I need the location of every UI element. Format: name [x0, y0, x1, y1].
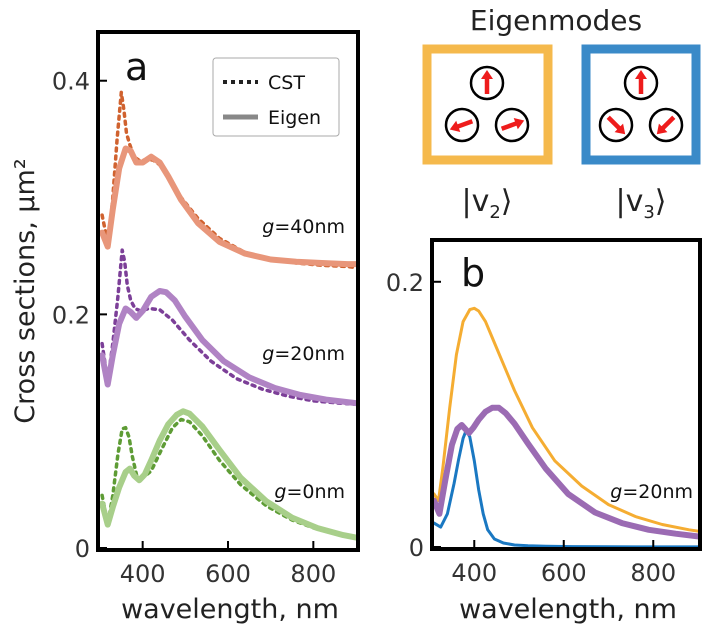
series-cst-20nm [100, 248, 356, 407]
annotation-g0-italic: g [274, 481, 286, 503]
x-tick-label: 600 [541, 559, 587, 587]
panel-a-y-ticks: 0 0.2 0.4 [52, 68, 107, 563]
panel-a-frame [96, 30, 360, 552]
mode-v3-ket: |v3⟩ [615, 184, 666, 223]
mode-v3-box: |v3⟩ [581, 44, 701, 223]
annotation-g20-italic: g [262, 343, 274, 365]
mode-v2-ket: |v2⟩ [461, 184, 512, 223]
panel-b-frame [430, 238, 702, 551]
annotation-g40-italic: g [262, 216, 274, 238]
x-tick-label: 400 [451, 559, 497, 587]
mode-v2-frame [422, 44, 553, 165]
annotation-g40-rest: =40nm [274, 216, 345, 238]
y-tick-label: 0.2 [52, 301, 90, 329]
annotation-g0: g=0nm [274, 481, 345, 503]
panel-a-x-ticks: 400 600 800 [120, 541, 336, 588]
dipole-arrow-head [513, 117, 525, 130]
panel-a-legend: CST Eigen [212, 57, 340, 137]
eigenmodes-schematic: Eigenmodes |v2⟩ |v3⟩ [422, 4, 701, 223]
annotation-b-g20-rest: =20nm [622, 481, 693, 503]
annotation-g20: g=20nm [262, 343, 345, 365]
panel-a-y-label: Cross sections, μm² [10, 158, 41, 423]
mode-v2-ket-v: v [472, 184, 490, 219]
y-tick-label: 0.4 [52, 68, 90, 96]
series-mode-v2 [434, 306, 698, 533]
legend-eigen-label: Eigen [268, 107, 321, 129]
mode-v2-box: |v2⟩ [422, 44, 553, 223]
annotation-g20-rest: =20nm [274, 343, 345, 365]
eigenmodes-title: Eigenmodes [470, 4, 642, 37]
dipole-arrow-head [656, 123, 668, 135]
x-tick-label: 800 [630, 559, 676, 587]
annotation-g0-rest: =0nm [286, 481, 345, 503]
panel-b-series [434, 306, 698, 547]
dipole-arrow-shaft [606, 115, 622, 131]
dipole-arrow-shaft [500, 120, 519, 131]
panel-b: b g=20nm 400 600 800 00.2 wavelength, nm [386, 238, 702, 625]
annotation-g40: g=40nm [262, 216, 345, 238]
annotation-b-g20: g=20nm [610, 481, 693, 503]
y-tick-label: 0 [75, 535, 90, 563]
mode-v3-ket-sub: 3 [643, 202, 654, 223]
legend-cst-label: CST [268, 72, 305, 94]
mode-v2-dipoles [444, 65, 530, 143]
panel-b-letter: b [461, 251, 485, 295]
x-tick-label: 800 [290, 560, 336, 588]
mode-v2-ket-sub: 2 [489, 202, 500, 223]
x-tick-label: 600 [205, 560, 251, 588]
panel-b-x-label: wavelength, nm [459, 594, 677, 625]
dipole-arrow-head [481, 70, 493, 79]
series-eigen-20nm [100, 288, 356, 407]
panel-b-y-ticks: 00.2 [386, 269, 441, 562]
panel-b-x-ticks: 400 600 800 [451, 540, 676, 587]
y-tick-label: 0.2 [386, 269, 424, 297]
mode-v3-ket-v: v [626, 184, 644, 219]
series-mode-sum [434, 404, 698, 540]
mode-v3-frame [581, 44, 701, 165]
series-eigen-40nm [100, 145, 356, 268]
dipole-arrow-shaft [455, 119, 474, 130]
panel-a-series [100, 90, 356, 541]
x-tick-label: 400 [120, 560, 166, 588]
annotation-b-g20-italic: g [610, 481, 622, 503]
panel-a-letter: a [125, 45, 148, 89]
mode-v3-dipoles [598, 65, 684, 143]
panel-a-x-label: wavelength, nm [121, 594, 339, 625]
dipole-arrow-shaft [660, 115, 676, 131]
dipole-arrow-head [614, 123, 626, 135]
dipole-arrow-head [635, 70, 647, 79]
panel-a: a CST Eigen g=40nm g=20nm g=0nm 400 600 80… [10, 30, 360, 625]
y-tick-label: 0 [409, 534, 424, 562]
dipole-arrow-head [449, 120, 461, 133]
series-eigen-0nm [100, 408, 356, 541]
